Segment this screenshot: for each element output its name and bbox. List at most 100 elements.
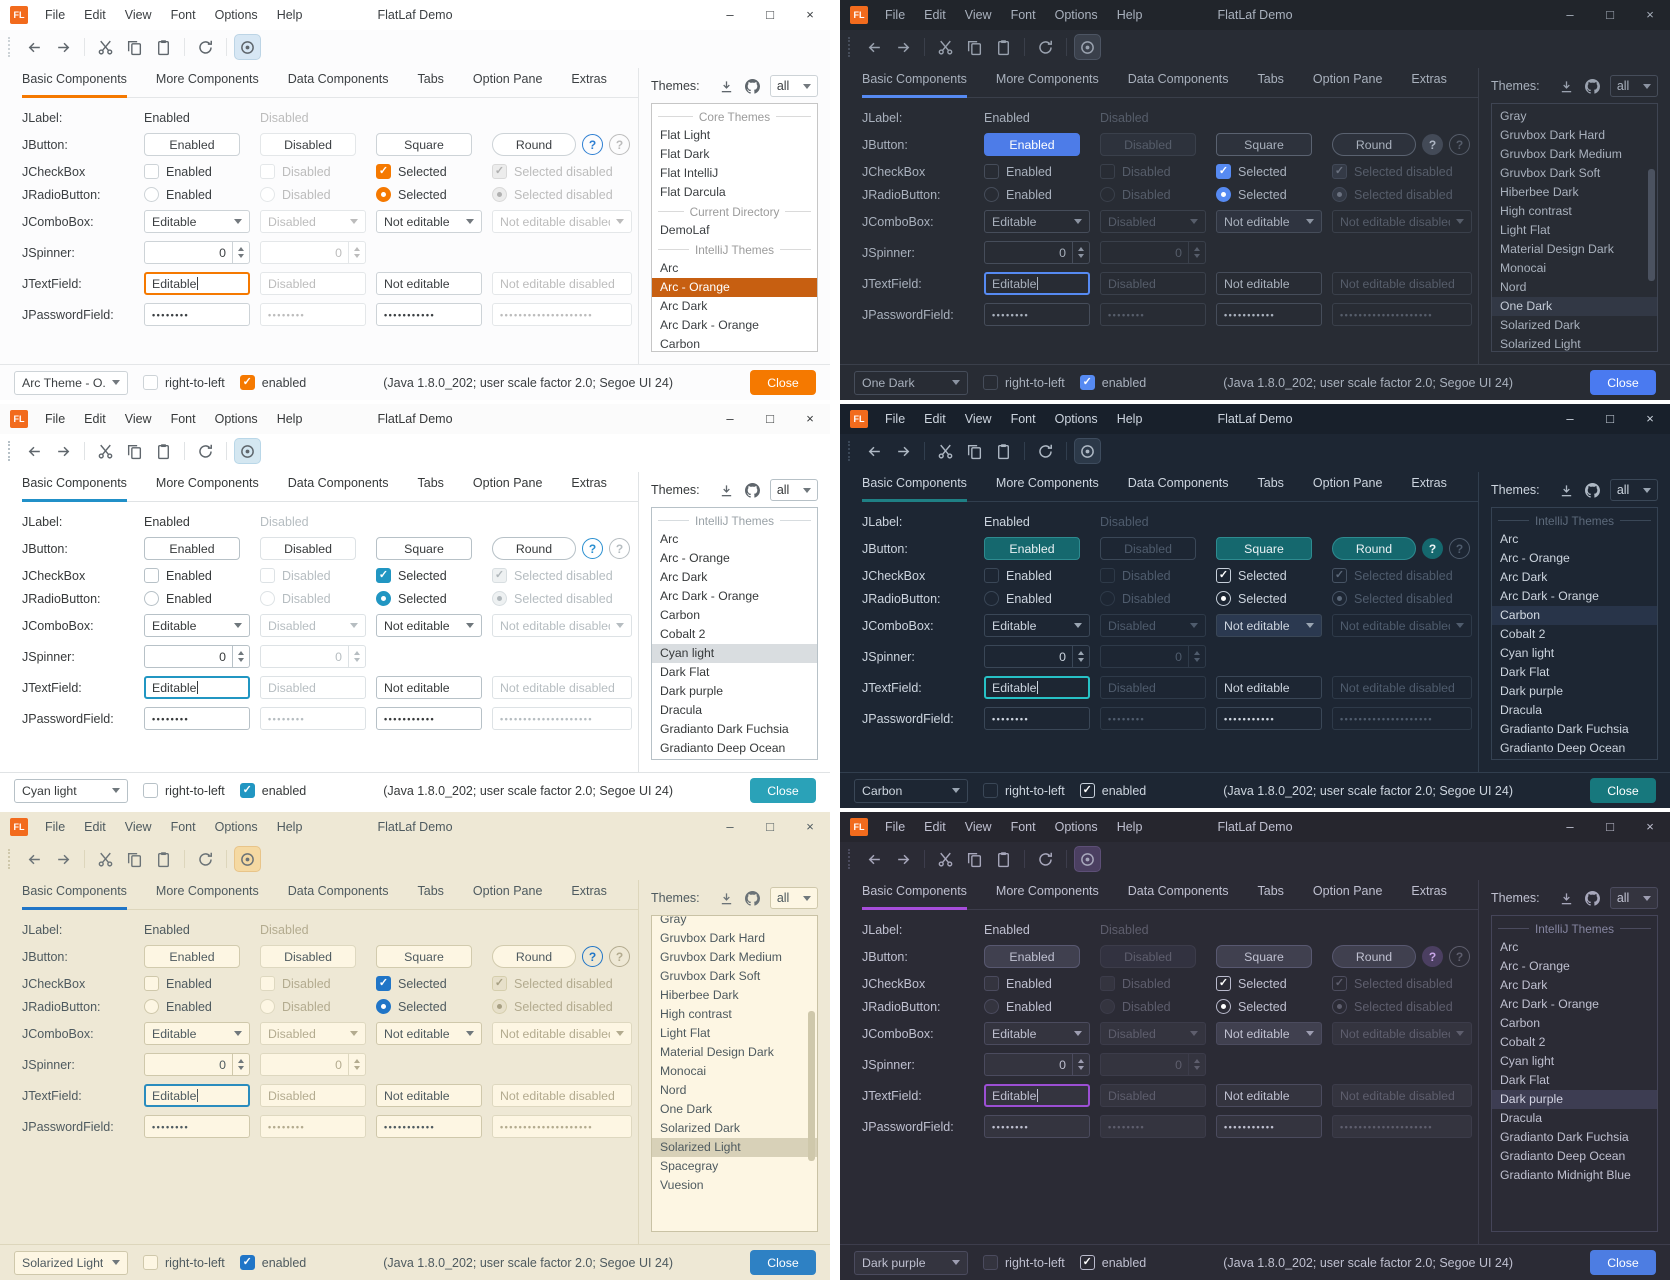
tab-data-components[interactable]: Data Components [1127, 476, 1229, 490]
combobox-editable[interactable]: Editable [984, 210, 1090, 233]
eye-icon[interactable] [234, 846, 261, 872]
close-icon[interactable]: × [1646, 819, 1654, 834]
tab-basic-components[interactable]: Basic Components [22, 72, 127, 98]
menu-options[interactable]: Options [1054, 412, 1098, 426]
tab-option-pane[interactable]: Option Pane [1312, 884, 1383, 898]
help-button[interactable]: ? [582, 538, 603, 559]
right-to-left-checkbox[interactable]: right-to-left [983, 783, 1065, 798]
menu-help[interactable]: Help [276, 820, 303, 834]
right-to-left-checkbox[interactable]: right-to-left [143, 375, 225, 390]
theme-list-item[interactable]: Arc Dark [1500, 978, 1548, 992]
theme-list-item[interactable]: Gruvbox Dark Medium [660, 950, 782, 964]
back-arrow-icon[interactable] [861, 846, 888, 872]
tab-more-components[interactable]: More Components [995, 72, 1099, 86]
tab-basic-components[interactable]: Basic Components [22, 476, 127, 502]
combobox-editable[interactable]: Editable [144, 1022, 250, 1045]
eye-icon[interactable] [1074, 34, 1101, 60]
back-arrow-icon[interactable] [21, 34, 48, 60]
theme-list-item[interactable]: Cyan light [1500, 1054, 1555, 1068]
menu-edit[interactable]: Edit [84, 820, 106, 834]
menu-edit[interactable]: Edit [924, 8, 946, 22]
github-icon[interactable] [744, 77, 761, 95]
combobox-not-editable[interactable]: Not editable [1216, 1022, 1322, 1045]
right-to-left-checkbox[interactable]: right-to-left [983, 1255, 1065, 1270]
menu-view[interactable]: View [964, 8, 992, 22]
spinner-up-down-icons[interactable] [1072, 646, 1089, 667]
theme-list-item[interactable]: Gray [1500, 109, 1527, 123]
square-button[interactable]: Square [1216, 537, 1312, 560]
tab-more-components[interactable]: More Components [995, 476, 1099, 490]
passwordfield-not-editable[interactable]: ••••••••••• [376, 303, 482, 326]
paste-icon[interactable] [150, 846, 177, 872]
right-to-left-checkbox[interactable]: right-to-left [143, 1255, 225, 1270]
theme-list-item[interactable]: Arc [660, 532, 679, 546]
radio-enabled[interactable]: Enabled [144, 591, 250, 606]
radio-selected[interactable]: Selected [1216, 999, 1322, 1014]
menu-view[interactable]: View [964, 820, 992, 834]
tab-basic-components[interactable]: Basic Components [22, 884, 127, 910]
maximize-icon[interactable]: □ [1606, 7, 1614, 22]
menu-file[interactable]: File [45, 412, 66, 426]
theme-list-item[interactable]: Gruvbox Dark Medium [1500, 147, 1622, 161]
right-to-left-checkbox[interactable]: right-to-left [143, 783, 225, 798]
theme-list-item[interactable]: Arc [1500, 532, 1519, 546]
tab-extras[interactable]: Extras [571, 476, 607, 490]
close-button[interactable]: Close [1590, 1250, 1656, 1275]
back-arrow-icon[interactable] [861, 34, 888, 60]
theme-list-item[interactable]: Arc - Orange [1500, 959, 1570, 973]
theme-list-item[interactable]: Arc Dark [660, 299, 708, 313]
menu-help[interactable]: Help [1116, 820, 1143, 834]
theme-selector-combobox[interactable]: Solarized Light [14, 1250, 128, 1275]
passwordfield-not-editable[interactable]: ••••••••••• [376, 1115, 482, 1138]
theme-list-item[interactable]: Gruvbox Dark Soft [1500, 166, 1601, 180]
radio-selected[interactable]: Selected [1216, 591, 1322, 606]
checkbox-enabled[interactable]: Enabled [984, 568, 1090, 583]
themes-list[interactable]: Gray Gruvbox Dark Hard Gruvbox Dark Medium… [651, 915, 818, 1232]
themes-filter-select[interactable]: all [769, 75, 818, 97]
tab-option-pane[interactable]: Option Pane [1312, 72, 1383, 86]
square-button[interactable]: Square [1216, 133, 1312, 156]
menu-help[interactable]: Help [1116, 412, 1143, 426]
menu-edit[interactable]: Edit [924, 820, 946, 834]
copy-icon[interactable] [961, 846, 988, 872]
theme-selector-combobox[interactable]: Cyan light [14, 778, 128, 803]
textfield-editable[interactable]: Editable [984, 1084, 1090, 1107]
tab-more-components[interactable]: More Components [155, 884, 259, 898]
menu-edit[interactable]: Edit [84, 8, 106, 22]
spinner-up-down-icons[interactable] [232, 646, 249, 667]
radio-selected[interactable]: Selected [376, 591, 482, 606]
theme-list-item[interactable]: Cobalt 2 [660, 627, 706, 641]
theme-list-item[interactable]: Gradianto Midnight Blue [1492, 758, 1657, 759]
menu-file[interactable]: File [885, 412, 906, 426]
passwordfield-not-editable[interactable]: ••••••••••• [1216, 707, 1322, 730]
paste-icon[interactable] [990, 846, 1017, 872]
theme-list-item[interactable]: Nord [660, 1083, 687, 1097]
maximize-icon[interactable]: □ [1606, 411, 1614, 426]
enabled-button[interactable]: Enabled [144, 133, 240, 156]
spinner[interactable]: 0 [984, 1053, 1090, 1076]
theme-list-item[interactable]: Gray [660, 915, 687, 926]
theme-selector-combobox[interactable]: One Dark [854, 370, 968, 395]
menu-font[interactable]: Font [1010, 820, 1036, 834]
theme-list-item[interactable]: Dark purple [1500, 684, 1563, 698]
passwordfield[interactable]: •••••••• [144, 1115, 250, 1138]
theme-list-item[interactable]: Gruvbox Dark Hard [660, 931, 765, 945]
copy-icon[interactable] [121, 34, 148, 60]
cut-icon[interactable] [92, 34, 119, 60]
theme-list-item[interactable]: Cobalt 2 [1500, 1035, 1546, 1049]
back-arrow-icon[interactable] [861, 438, 888, 464]
themes-list[interactable]: Core Themes Flat Light Flat Dark Flat Intel… [651, 103, 818, 352]
theme-list-item[interactable]: Arc Dark [1500, 570, 1548, 584]
theme-list-item[interactable]: Gradianto Deep Ocean [1500, 741, 1626, 755]
tab-more-components[interactable]: More Components [155, 72, 259, 86]
tab-tabs[interactable]: Tabs [417, 476, 444, 490]
back-arrow-icon[interactable] [21, 846, 48, 872]
round-button[interactable]: Round [492, 945, 576, 968]
tab-tabs[interactable]: Tabs [1257, 476, 1284, 490]
checkbox-selected[interactable]: Selected [1216, 568, 1322, 583]
forward-arrow-icon[interactable] [890, 846, 917, 872]
tab-option-pane[interactable]: Option Pane [472, 476, 543, 490]
menu-help[interactable]: Help [1116, 8, 1143, 22]
enabled-button[interactable]: Enabled [984, 945, 1080, 968]
tab-more-components[interactable]: More Components [155, 476, 259, 490]
